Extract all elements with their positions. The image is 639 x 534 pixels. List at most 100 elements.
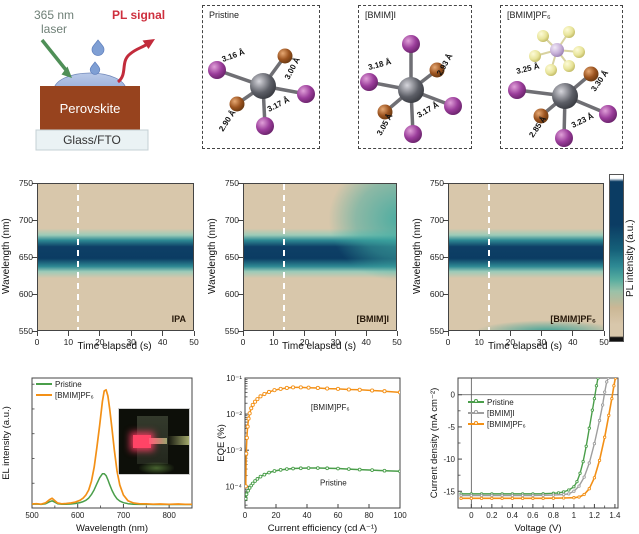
chart-polyline [461,378,617,500]
iodine-atom [599,105,617,123]
chart-circle [551,493,556,497]
chart-circle [500,496,504,500]
droplet-icon [89,61,101,75]
fluorine-atom [529,50,541,62]
bond-length-label: 2.90 Å [217,108,238,133]
light-streak [166,436,189,446]
chart-circle [603,390,607,394]
probe-reflection [149,438,168,445]
colorbar-label: PL intensity (a.u.) [625,219,636,297]
legend-item: [BMIM]PF₆ [468,419,526,429]
chart-circle [255,477,260,481]
jv-legend: Pristine [BMIM]I [BMIM]PF₆ [468,397,526,429]
x-tick-mark [396,331,398,336]
molecule-panel-pristine: Pristine 3.16 Å 3.00 Å 2.90 Å 3.17 Å [202,5,320,149]
x-tick-mark [365,331,367,336]
x-tick-mark [99,331,101,336]
chart-circle [597,418,602,423]
iodine-atom [402,35,420,53]
glass-fto-layer [35,129,149,151]
fluorine-atom [545,64,557,76]
legend-swatch [468,410,484,414]
chart-circle [398,469,400,474]
legend-label: [BMIM]PF₆ [487,419,526,429]
chart-circle [490,496,494,500]
chart-text: 0.4 [507,511,519,520]
chart-text: 60 [334,511,343,520]
y-tick-label: 550 [18,326,33,336]
x-tick-label: 40 [157,337,168,347]
y-tick-label: 650 [224,252,239,262]
chart-circle [592,476,597,480]
chart-circle [606,378,610,380]
chart-text: 100 [393,511,407,520]
heatmap-bmim-i: Wavelength (nm) [BMIM]I Time elapsed (s)… [206,165,411,369]
bond-length-label: 3.17 Å [266,95,291,114]
chart-circle [255,397,260,402]
heatmap-ipa: Wavelength (nm) IPA Time elapsed (s) 550… [0,165,206,369]
perovskite-layer [40,86,140,130]
chart-circle [582,475,586,479]
fluorine-atom [563,60,575,72]
x-tick-label: 50 [392,337,402,347]
iodine-atom [256,117,274,135]
panel-title: Pristine [209,10,240,20]
chart-text: Voltage (V) [515,523,562,534]
panel-title: [BMIM]I [365,10,396,20]
condition-label: [BMIM]I [356,314,390,324]
chart-text: EQE (%) [216,424,227,461]
chart-text: -10 [443,455,455,464]
chart-g [245,385,400,501]
chart-circle [258,474,263,479]
chart-circle [541,496,545,500]
y-tick-mark [443,330,448,332]
chart-circle [572,485,576,489]
eqe-chart: 0 20 40 60 80 100 10⁻¹ 10⁻² 10⁻³ 10⁻⁴ [BMIM]PF₆ Pri… [216,374,407,534]
chart-circle [561,490,566,494]
glass-fto-label: Glass/FTO [63,133,121,147]
chart-text: 10⁻² [226,410,242,419]
y-tick-label: 650 [429,252,444,262]
legend-marker-icon [474,399,478,403]
chart-text: 0.8 [548,511,560,520]
chart-text: 0 [469,511,474,520]
pl-signal-label: PL signal [112,8,166,22]
phosphorus-atom [550,43,564,57]
chart-circle [306,466,311,470]
molecule-panel-bmim-i: [BMIM]I 3.18 Å 2.93 Å 3.05 Å 3.17 Å [358,5,472,149]
y-tick-label: 750 [224,178,239,188]
chart-circle [610,396,614,401]
chart-circle [597,458,602,463]
y-tick-label: 700 [429,215,444,225]
chart-circle [531,493,535,498]
pl-signal-arrow [116,41,150,84]
x-tick-mark [478,331,480,336]
x-tick-label: 50 [189,337,199,347]
chart-circle [459,496,463,500]
legend-item: [BMIM]PF₆ [36,390,94,400]
chart-circle [572,489,576,493]
legend-label: [BMIM]PF₆ [55,390,94,400]
jv-chart: 0 0.2 0.4 0.6 0.8 1 1.2 1.4 0 -5 -10 -15 Voltage (V)… [429,377,621,534]
y-tick-mark [443,293,448,295]
x-tick-label: 40 [568,337,578,347]
bromine-atom [583,66,599,82]
x-tick-label: 40 [361,337,371,347]
chart-circle [370,468,374,472]
chart-circle [291,385,296,390]
chart-circle [500,493,504,498]
jv-chart-block: 0 0.2 0.4 0.6 0.8 1 1.2 1.4 0 -5 -10 -15 Voltage (V)… [428,370,639,534]
iodine-atom [555,129,573,147]
y-tick-mark [443,219,448,221]
el-spectrum-chart-block: 500 600 700 800 Wavelength (nm) EL intensity … [0,370,213,534]
chart-circle [262,391,267,397]
iodine-atom [297,85,315,103]
pl-signal-arrowhead-icon [142,39,155,49]
chart-circle [605,380,609,384]
pl-heatmap-row: Wavelength (nm) IPA Time elapsed (s) 550… [0,165,639,369]
x-tick-mark [242,331,244,336]
green-reflection [138,462,174,474]
chart-text: Pristine [320,479,347,488]
chart-circle [600,403,605,407]
